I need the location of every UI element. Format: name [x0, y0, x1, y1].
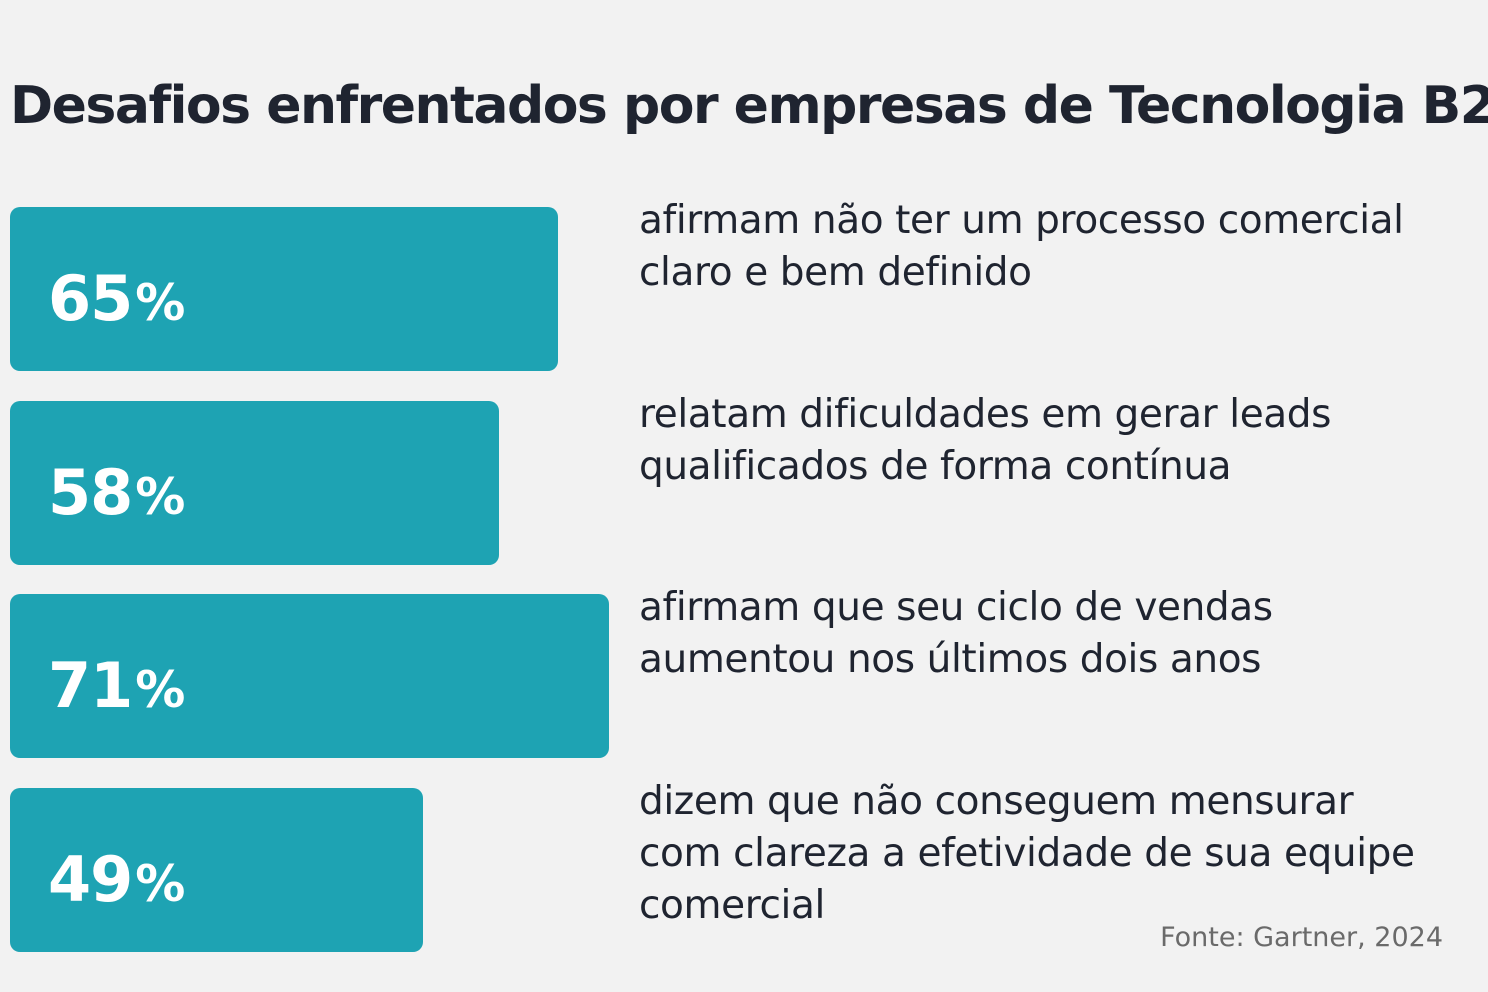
bar: 58%: [10, 401, 499, 565]
bar: 49%: [10, 788, 423, 952]
chart-title: Desafios enfrentados por empresas de Tec…: [10, 76, 1488, 136]
bar-value-label: 49%: [48, 840, 185, 924]
bar-description: afirmam não ter um processo comercial cl…: [639, 198, 1404, 295]
bar-value-label: 71%: [48, 646, 185, 730]
bar: 65%: [10, 207, 558, 371]
bar-description: dizem que não conseguem mensurar com cla…: [639, 779, 1415, 928]
source-note: Fonte: Gartner, 2024: [1160, 922, 1443, 953]
bar-value-unit: %: [135, 855, 185, 913]
bar-row: 65% afirmam não ter um processo comercia…: [0, 198, 1488, 372]
bar: 71%: [10, 594, 609, 758]
bar-value-number: 58: [48, 456, 133, 529]
bar-description: relatam dificuldades em gerar leads qual…: [639, 392, 1332, 489]
bar-value-label: 58%: [48, 453, 185, 537]
bar-value-label: 65%: [48, 259, 185, 343]
bar-value-unit: %: [135, 274, 185, 332]
bar-value-unit: %: [135, 661, 185, 719]
bar-value-number: 49: [48, 843, 133, 916]
bar-description: afirmam que seu ciclo de vendas aumentou…: [639, 585, 1273, 682]
bar-value-number: 65: [48, 262, 133, 335]
bar-row: 49% dizem que não conseguem mensurar com…: [0, 779, 1488, 953]
bar-value-number: 71: [48, 649, 133, 722]
bar-row: 58% relatam dificuldades em gerar leads …: [0, 392, 1488, 566]
bar-row: 71% afirmam que seu ciclo de vendas aume…: [0, 585, 1488, 759]
bar-value-unit: %: [135, 468, 185, 526]
